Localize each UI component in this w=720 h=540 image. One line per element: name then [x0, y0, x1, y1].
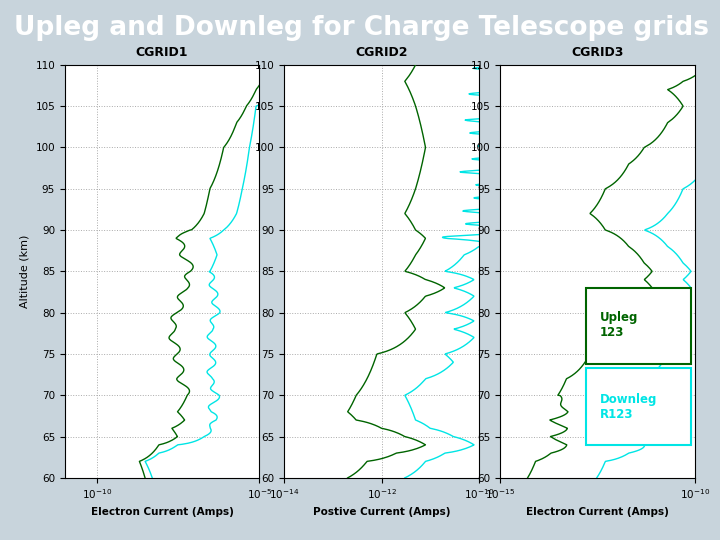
X-axis label: Electron Current (Amps): Electron Current (Amps): [526, 507, 669, 517]
X-axis label: Electron Current (Amps): Electron Current (Amps): [91, 507, 233, 517]
FancyBboxPatch shape: [586, 368, 691, 445]
Title: CGRID3: CGRID3: [572, 46, 624, 59]
Text: Upleg and Downleg for Charge Telescope grids 1, 2 & 3: Upleg and Downleg for Charge Telescope g…: [14, 15, 720, 42]
Y-axis label: Altitude (km): Altitude (km): [19, 235, 30, 308]
X-axis label: Postive Current (Amps): Postive Current (Amps): [313, 507, 450, 517]
Title: CGRID2: CGRID2: [356, 46, 408, 59]
Text: Upleg
123: Upleg 123: [600, 311, 638, 339]
Title: CGRID1: CGRID1: [136, 46, 188, 59]
Text: Downleg
R123: Downleg R123: [600, 393, 657, 421]
FancyBboxPatch shape: [586, 288, 691, 364]
